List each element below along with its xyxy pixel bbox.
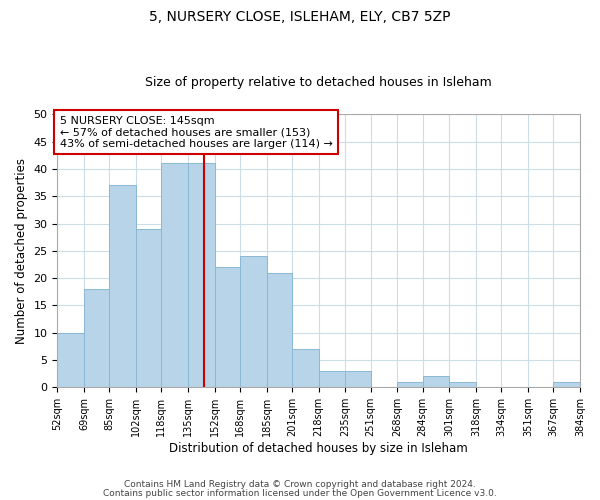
Text: 5 NURSERY CLOSE: 145sqm
← 57% of detached houses are smaller (153)
43% of semi-d: 5 NURSERY CLOSE: 145sqm ← 57% of detache… xyxy=(60,116,333,149)
Bar xyxy=(422,376,449,388)
Bar xyxy=(58,332,84,388)
Bar xyxy=(449,382,476,388)
Bar xyxy=(84,289,109,388)
Bar xyxy=(267,272,292,388)
Text: Contains public sector information licensed under the Open Government Licence v3: Contains public sector information licen… xyxy=(103,488,497,498)
X-axis label: Distribution of detached houses by size in Isleham: Distribution of detached houses by size … xyxy=(169,442,468,455)
Bar xyxy=(553,382,580,388)
Title: Size of property relative to detached houses in Isleham: Size of property relative to detached ho… xyxy=(145,76,492,90)
Y-axis label: Number of detached properties: Number of detached properties xyxy=(15,158,28,344)
Bar xyxy=(109,186,136,388)
Bar xyxy=(188,164,215,388)
Bar xyxy=(319,371,346,388)
Bar xyxy=(397,382,422,388)
Bar xyxy=(240,256,267,388)
Text: Contains HM Land Registry data © Crown copyright and database right 2024.: Contains HM Land Registry data © Crown c… xyxy=(124,480,476,489)
Bar xyxy=(215,267,240,388)
Text: 5, NURSERY CLOSE, ISLEHAM, ELY, CB7 5ZP: 5, NURSERY CLOSE, ISLEHAM, ELY, CB7 5ZP xyxy=(149,10,451,24)
Bar xyxy=(161,164,188,388)
Bar xyxy=(346,371,371,388)
Bar xyxy=(136,229,161,388)
Bar xyxy=(292,349,319,388)
